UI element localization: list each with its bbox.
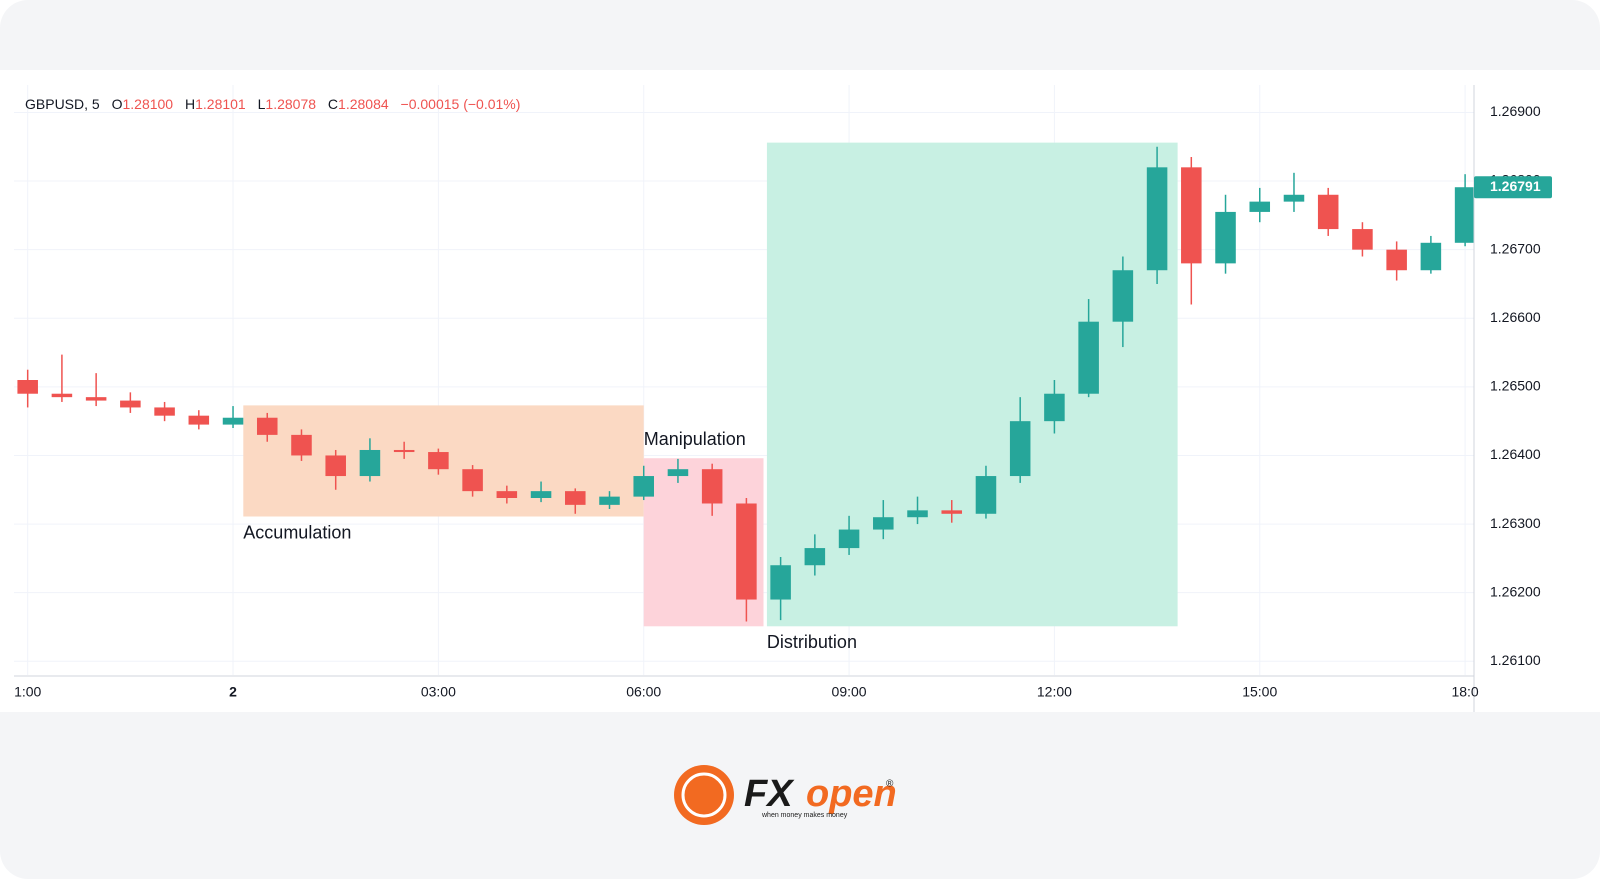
candle-body (1386, 249, 1407, 271)
logo-tagline: when money makes money (761, 812, 848, 819)
y-tick-label: 1.26100 (1490, 652, 1541, 668)
candle-body (188, 415, 210, 425)
logo: FX open ® when money makes money (674, 765, 897, 825)
h-label: H (185, 96, 195, 112)
candle-body (873, 517, 894, 530)
o-value: 1.28100 (122, 96, 173, 112)
candle-body (1420, 242, 1442, 271)
candle-body (1044, 393, 1065, 422)
candle-body (154, 407, 175, 416)
x-tick-label: 15:00 (1242, 684, 1277, 700)
candle-body (907, 510, 928, 518)
zone (766, 142, 1178, 627)
candle-body (1215, 211, 1236, 264)
candle-body (256, 417, 278, 435)
y-tick-label: 1.26300 (1490, 515, 1541, 531)
candle-body (428, 452, 449, 470)
x-tick-label: 03:00 (421, 684, 456, 700)
c-value: 1.28084 (338, 96, 389, 112)
candle-body (462, 469, 483, 492)
logo-ring (681, 772, 727, 818)
candle-body (1317, 194, 1339, 230)
y-tick-label: 1.26900 (1490, 103, 1541, 119)
change: −0.00015 (−0.01%) (401, 96, 521, 112)
y-tick-label: 1.26200 (1490, 583, 1541, 599)
x-tick-label: 12:00 (1037, 684, 1072, 700)
y-tick-label: 1.26500 (1490, 378, 1541, 394)
y-tick-label: 1.26400 (1490, 446, 1541, 462)
candle-body (770, 565, 791, 600)
axes: 1.26100 1.26200 1.26300 1.26400 1.26500 1.266… (14, 103, 1552, 700)
candle-body (1181, 167, 1202, 264)
zone-label: Accumulation (243, 522, 351, 542)
candle-body (359, 449, 381, 477)
symbol: GBPUSD, 5 (25, 96, 100, 112)
l-value: 1.28078 (265, 96, 316, 112)
candle-body (1009, 421, 1031, 477)
zone-label: Distribution (767, 632, 857, 652)
x-tick-label: 09:00 (832, 684, 867, 700)
candle-body (667, 469, 689, 477)
l-label: L (258, 96, 266, 112)
candle-body (1352, 229, 1373, 250)
y-tick-label: 1.26600 (1490, 309, 1541, 325)
c-label: C (328, 96, 338, 112)
candle-body (599, 496, 620, 505)
candle-body (1112, 270, 1134, 322)
candle-body (51, 393, 73, 398)
candle-body (1249, 201, 1271, 212)
candle-body (736, 503, 757, 600)
y-tick-label: 1.26700 (1490, 240, 1541, 256)
candle-body (1283, 194, 1305, 202)
candles (17, 146, 1474, 622)
ohlc-header: GBPUSD, 5 O1.28100 H1.28101 L1.28078 C1.… (25, 96, 520, 112)
logo-registered: ® (886, 779, 894, 790)
zone-label: Manipulation (644, 429, 746, 449)
x-tick-label: 1:00 (14, 684, 41, 700)
candle-body (393, 449, 415, 453)
o-label: O (112, 96, 123, 112)
candle-body (804, 548, 826, 566)
candle-body (1078, 321, 1099, 394)
candle-body (291, 434, 312, 456)
logo-fx: FX (744, 773, 795, 815)
candle-body (85, 397, 107, 401)
x-tick-label: 2 (229, 684, 237, 700)
candle-body (838, 529, 860, 549)
candle-body (222, 417, 244, 425)
x-tick-label: 06:00 (626, 684, 661, 700)
candle-body (975, 476, 997, 514)
candle-body (325, 455, 346, 477)
candle-body (17, 380, 38, 394)
candle-body (1146, 167, 1168, 271)
last-price-tag (1474, 176, 1552, 199)
candle-body (496, 491, 518, 498)
candle-body (941, 510, 963, 514)
x-tick-label: 18:0 (1451, 684, 1478, 700)
candle-body (633, 476, 654, 497)
last-price-label: 1.26791 (1490, 178, 1541, 194)
h-value: 1.28101 (195, 96, 246, 112)
candle-body (701, 469, 723, 504)
candle-body (565, 491, 586, 505)
candle-body (1454, 187, 1474, 243)
candle-body (120, 400, 141, 408)
candle-body (530, 491, 552, 498)
logo-open: open (806, 773, 897, 815)
